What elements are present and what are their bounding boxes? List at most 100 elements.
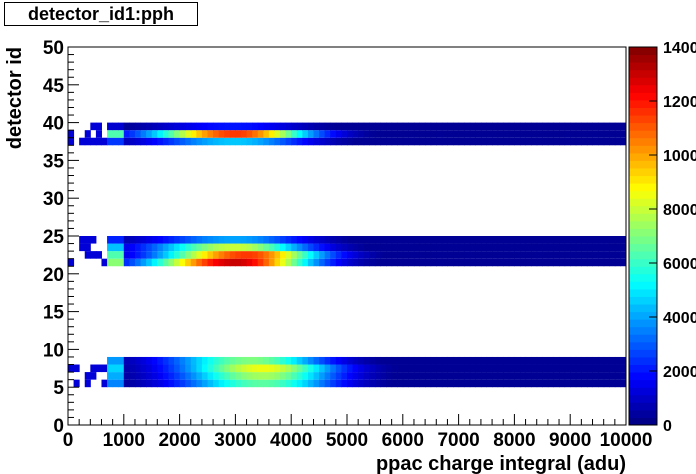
heatmap-cell [514, 122, 521, 131]
heatmap-cell [553, 137, 560, 146]
heatmap-cell [296, 372, 303, 380]
heatmap-cell [319, 258, 326, 267]
heatmap-cell [162, 251, 169, 259]
heatmap-cell [458, 137, 465, 146]
heatmap-cell [168, 236, 175, 244]
heatmap-cell [492, 251, 499, 259]
x-tick-label: 1000 [103, 430, 145, 451]
heatmap-cell [542, 243, 549, 252]
heatmap-cell [447, 379, 454, 388]
heatmap-cell [436, 379, 443, 388]
heatmap-cell [453, 251, 460, 259]
heatmap-cell [386, 379, 393, 388]
heatmap-cell [592, 364, 599, 373]
heatmap-cell [335, 356, 342, 365]
heatmap-cell [307, 372, 315, 380]
heatmap-cell [374, 251, 381, 259]
heatmap-cell [319, 137, 326, 146]
heatmap-cell [453, 364, 460, 373]
colorbar-step [629, 152, 657, 161]
heatmap-cell [168, 243, 175, 252]
heatmap-cell [430, 372, 437, 380]
heatmap-cell [168, 364, 175, 373]
heatmap-cell [263, 236, 270, 244]
heatmap-cell [475, 379, 482, 388]
colorbar-frame [628, 46, 658, 426]
heatmap-cell [581, 258, 588, 267]
heatmap-cell [525, 130, 532, 138]
heatmap-cell [347, 130, 354, 138]
heatmap-cell [453, 372, 460, 380]
heatmap-cell [157, 379, 164, 388]
heatmap-cell [386, 130, 393, 138]
heatmap-cell [218, 236, 225, 244]
heatmap-cell [140, 236, 147, 244]
heatmap-cell [291, 236, 298, 244]
heatmap-cell [324, 122, 331, 131]
colorbar-step [629, 288, 657, 297]
x-tick-label: 5000 [326, 430, 368, 451]
heatmap-cell [458, 122, 465, 131]
heatmap-cell [118, 137, 125, 146]
heatmap-cell [268, 379, 275, 388]
heatmap-cell [240, 356, 248, 365]
heatmap-cell [330, 122, 337, 131]
chart-title: detector_id1:pph [4, 2, 198, 26]
heatmap-cell [179, 236, 186, 244]
heatmap-cell [486, 130, 493, 138]
heatmap-cell [447, 251, 454, 259]
heatmap-cell [313, 251, 320, 259]
heatmap-cell [341, 236, 348, 244]
heatmap-cell [302, 243, 309, 252]
heatmap-cell [581, 379, 588, 388]
heatmap-cell [302, 379, 309, 388]
heatmap-cell [129, 379, 136, 388]
heatmap-cell [363, 379, 370, 388]
heatmap-cell [68, 137, 75, 146]
heatmap-cell [190, 130, 197, 138]
heatmap-cell [235, 258, 242, 267]
heatmap-cell [397, 372, 404, 380]
heatmap-cell [252, 379, 259, 388]
heatmap-cell [129, 372, 136, 380]
heatmap-cell [441, 122, 448, 131]
heatmap-cell [263, 130, 270, 138]
heatmap-cell [453, 122, 460, 131]
heatmap-cell [352, 236, 359, 244]
heatmap-cell [542, 251, 549, 259]
heatmap-cell [575, 122, 582, 131]
heatmap-cell [413, 137, 421, 146]
heatmap-cell [146, 364, 153, 373]
heatmap-cell [157, 243, 164, 252]
heatmap-cell [430, 130, 437, 138]
heatmap-cell [118, 130, 125, 138]
heatmap-cell [592, 356, 599, 365]
heatmap-cell [352, 243, 359, 252]
heatmap-cell [107, 251, 114, 259]
heatmap-cell [486, 243, 493, 252]
heatmap-cell [480, 130, 487, 138]
colorbar-tick-label: 10000 [663, 148, 696, 165]
heatmap-cell [157, 122, 164, 131]
heatmap-cell [307, 379, 315, 388]
heatmap-cell [90, 137, 97, 146]
heatmap-cell [508, 137, 515, 146]
colorbar-step [629, 409, 657, 418]
heatmap-cell [374, 236, 381, 244]
heatmap-cell [352, 356, 359, 365]
heatmap-cell [391, 243, 398, 252]
heatmap-cell [464, 372, 471, 380]
heatmap-cell [603, 243, 610, 252]
heatmap-cell [453, 243, 460, 252]
y-tick-label: 0 [53, 416, 64, 437]
heatmap-cell [480, 137, 487, 146]
heatmap-cell [441, 356, 448, 365]
heatmap-cell [146, 137, 153, 146]
heatmap-cell [436, 130, 443, 138]
heatmap-cell [614, 122, 621, 131]
heatmap-cell [201, 236, 208, 244]
heatmap-cell [358, 137, 365, 146]
heatmap-cell [268, 137, 275, 146]
colorbar-step [629, 130, 657, 139]
heatmap-cell [134, 258, 142, 267]
